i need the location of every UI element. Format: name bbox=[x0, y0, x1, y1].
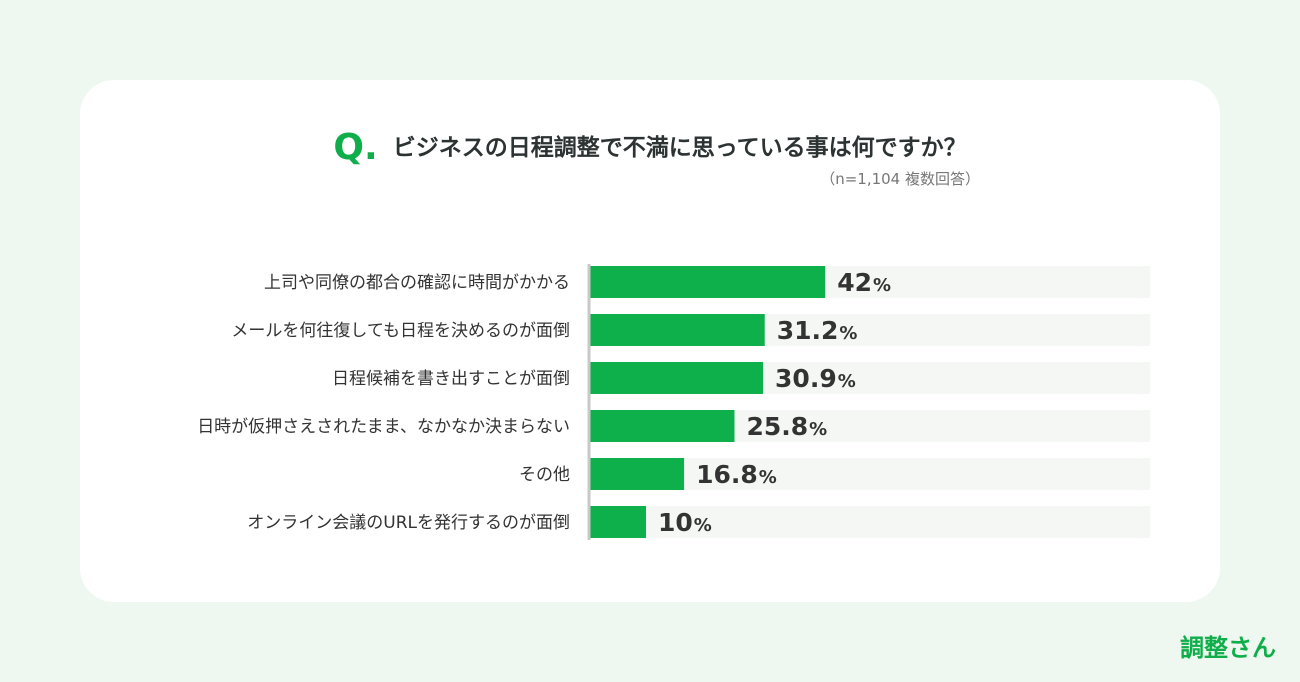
category-label: その他 bbox=[519, 465, 570, 485]
bar bbox=[590, 458, 685, 490]
brand-logo: 調整さん bbox=[1180, 634, 1276, 662]
bar bbox=[590, 314, 765, 346]
value-unit: % bbox=[873, 275, 891, 296]
question-header: Q. ビジネスの日程調整で不満に思っている事は何ですか？ bbox=[0, 130, 1300, 166]
category-label: メールを何往復しても日程を決めるのが面倒 bbox=[231, 321, 570, 341]
bar-chart: 上司や同僚の都合の確認に時間がかかる 42%メールを何往復しても日程を決めるのが面… bbox=[197, 264, 1150, 540]
category-label: 上司や同僚の都合の確認に時間がかかる bbox=[264, 273, 570, 293]
value-unit: % bbox=[839, 323, 857, 344]
value-unit: % bbox=[809, 419, 827, 440]
category-label: 日時が仮押さえされたまま、なかなか決まらない bbox=[197, 417, 570, 437]
question-title: ビジネスの日程調整で不満に思っている事は何ですか？ bbox=[392, 135, 967, 161]
bar bbox=[590, 410, 735, 442]
value-unit: % bbox=[838, 371, 856, 392]
bar bbox=[590, 506, 646, 538]
bar-track bbox=[590, 506, 1150, 538]
category-label: 日程候補を書き出すことが面倒 bbox=[332, 369, 570, 389]
question-mark: Q. bbox=[333, 127, 378, 168]
sample-note: （n=1,104 複数回答） bbox=[820, 170, 980, 188]
value-unit: % bbox=[694, 515, 712, 536]
bar bbox=[590, 266, 826, 298]
value-unit: % bbox=[759, 467, 777, 488]
category-label: オンライン会議のURLを発行するのが面倒 bbox=[247, 513, 570, 533]
bar bbox=[590, 362, 764, 394]
